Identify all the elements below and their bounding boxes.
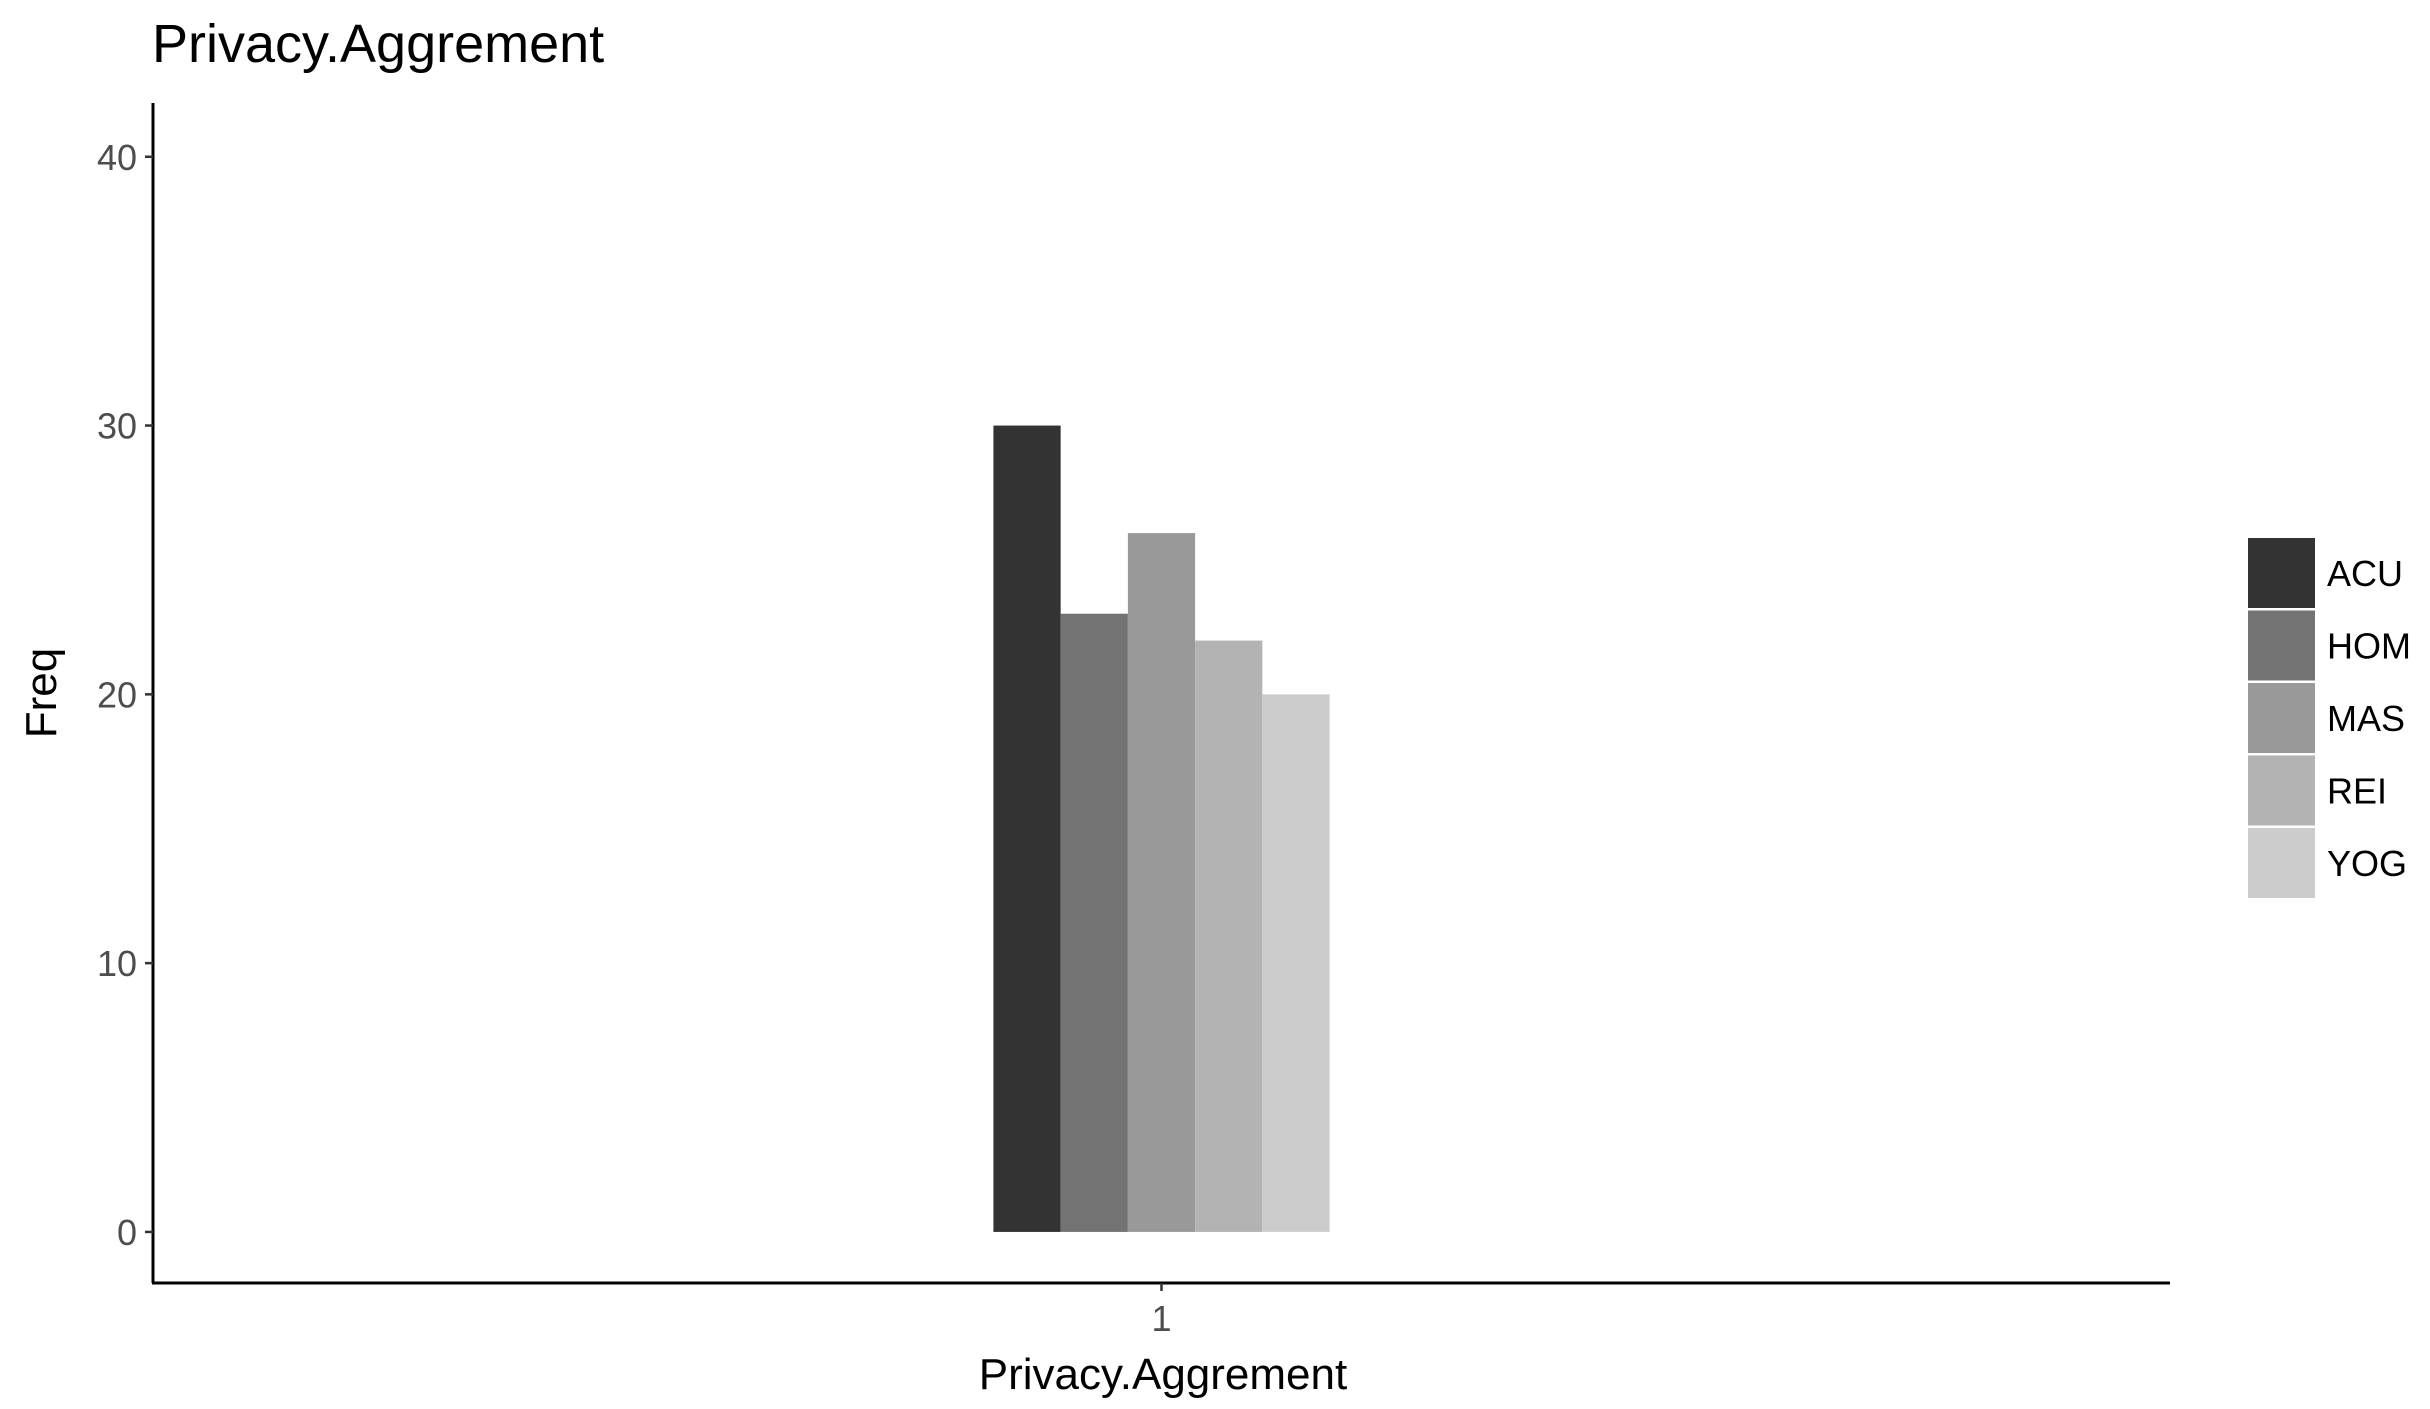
legend-label-rei: REI bbox=[2327, 771, 2387, 812]
y-tick-label: 20 bbox=[97, 674, 137, 715]
y-tick-label: 10 bbox=[97, 943, 137, 984]
bar-mas bbox=[1127, 533, 1196, 1232]
legend-key-hom bbox=[2248, 610, 2315, 681]
y-tick-label: 30 bbox=[97, 406, 137, 447]
y-tick-label: 40 bbox=[97, 137, 137, 178]
y-tick-label: 0 bbox=[117, 1212, 137, 1253]
legend-key-acu bbox=[2248, 538, 2315, 608]
legend: ACU HOM MAS REI YOG bbox=[2248, 538, 2411, 898]
x-ticks-layer: 1 bbox=[1151, 1283, 1172, 1339]
bar-rei bbox=[1195, 640, 1263, 1232]
legend-label-hom: HOM bbox=[2327, 626, 2411, 667]
legend-key-mas bbox=[2248, 683, 2315, 753]
legend-label-mas: MAS bbox=[2327, 698, 2405, 739]
x-axis-title: Privacy.Aggrement bbox=[979, 1350, 1347, 1399]
x-tick-label: 1 bbox=[1151, 1298, 1171, 1339]
legend-key-yog bbox=[2248, 828, 2315, 898]
legend-key-rei bbox=[2248, 755, 2315, 826]
bars-layer bbox=[993, 425, 1330, 1232]
chart-title: Privacy.Aggrement bbox=[152, 14, 604, 74]
bar-hom bbox=[1060, 613, 1128, 1232]
legend-label-yog: YOG bbox=[2327, 843, 2407, 884]
y-ticks-layer: 0 10 20 30 40 bbox=[97, 137, 153, 1253]
bar-yog bbox=[1262, 694, 1330, 1232]
y-axis-title: Freq bbox=[17, 648, 66, 738]
bar-acu bbox=[993, 425, 1061, 1232]
legend-label-acu: ACU bbox=[2327, 553, 2403, 594]
